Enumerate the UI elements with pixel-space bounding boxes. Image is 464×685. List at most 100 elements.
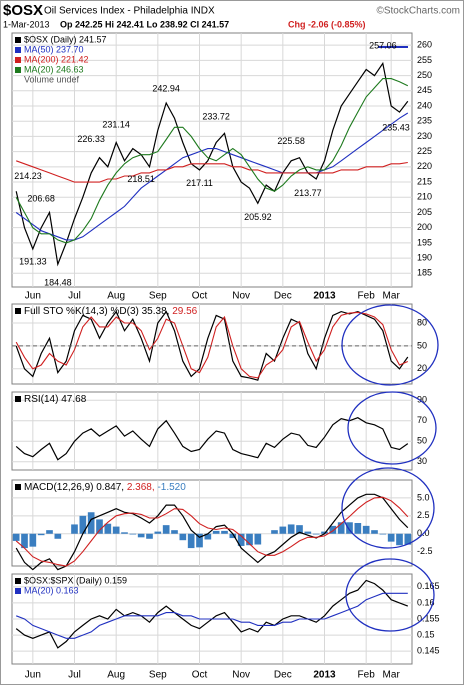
histogram-bar — [154, 531, 162, 534]
histogram-bar — [279, 526, 287, 534]
legend: MACD(12,26,9) 0.847, 2.368, -1.520 — [24, 482, 186, 493]
y-tick-label: 195 — [417, 237, 432, 247]
histogram-bar — [287, 524, 295, 534]
y-tick-label: 205 — [417, 207, 432, 217]
price-annotation: 214.23 — [14, 171, 42, 181]
x-tick-label: Dec — [274, 291, 292, 302]
panel-frame — [11, 32, 413, 288]
histogram-bar — [371, 530, 378, 534]
y-tick-label: 30 — [417, 456, 427, 466]
series-line — [15, 61, 409, 267]
legend-entry: RSI(14) 47.68 — [24, 394, 87, 405]
price-annotation: 217.11 — [186, 178, 213, 188]
y-tick-label: 240 — [417, 100, 432, 110]
legend-swatch — [15, 47, 21, 53]
histogram-bar — [354, 523, 362, 534]
price-annotation: 226.33 — [77, 134, 105, 144]
panel-frame — [11, 391, 413, 471]
histogram-bar — [254, 533, 262, 545]
y-tick-label: 80 — [417, 317, 427, 327]
y-tick-label: 220 — [417, 161, 432, 171]
price-annotation: 213.77 — [294, 188, 322, 198]
y-tick-label: 250 — [417, 70, 432, 80]
series-line — [16, 592, 408, 639]
highlight-ellipse — [341, 467, 435, 549]
y-tick-label: 185 — [417, 268, 432, 278]
legend: Full STO %K(14,3) %D(3) 35.38, 29.56 — [15, 306, 198, 317]
price-annotation: 184.48 — [44, 277, 72, 287]
histogram-bar — [304, 531, 312, 534]
x-tick-label: Mar — [383, 670, 401, 681]
legend-title: Full STO %K(14,3) %D(3) — [24, 306, 139, 317]
legend-entry: MA(50) 237.70 — [24, 44, 84, 54]
histogram-bar — [396, 533, 403, 546]
histogram-bar — [312, 533, 320, 535]
histogram-bar — [46, 530, 53, 534]
legend-note: Volume undef — [24, 74, 80, 84]
legend-entry: -1.520 — [157, 482, 186, 493]
histogram-bar — [346, 522, 353, 534]
y-tick-label: 2.5 — [417, 510, 430, 520]
price-annotation: 233.72 — [202, 111, 230, 121]
highlight-ellipse — [345, 558, 435, 632]
highlight-ellipse — [347, 391, 437, 465]
legend-entry: MA(20) 246.63 — [24, 64, 84, 74]
panel-frame — [11, 303, 413, 385]
x-tick-label: Feb — [358, 291, 376, 302]
legend-swatch — [15, 67, 21, 73]
histogram-bar — [129, 533, 137, 535]
legend: RSI(14) 47.68 — [15, 394, 87, 405]
histogram-bar — [37, 533, 45, 536]
chart-title: Oil Services Index - Philadelphia INDX — [44, 6, 215, 17]
histogram-bar — [71, 524, 78, 534]
credit: ©StockCharts.com — [376, 6, 460, 17]
highlight-ellipse — [341, 304, 439, 386]
x-tick-label: Mar — [383, 291, 401, 302]
histogram-bar — [237, 533, 245, 546]
legend: MACD(12,26,9) 0.847, 2.368, -1.520 — [15, 482, 186, 493]
y-tick-label: 0.165 — [417, 581, 440, 591]
legend-entry: 35.38, — [142, 306, 170, 317]
y-tick-label: 50 — [417, 436, 427, 446]
series-line — [15, 417, 409, 461]
legend: Full STO %K(14,3) %D(3) 35.38, 29.56 — [24, 306, 198, 317]
price-annotation: 206.68 — [27, 194, 55, 204]
legend-entry: $OSX (Daily) 241.57 — [24, 34, 107, 44]
histogram-bar — [246, 533, 253, 546]
x-tick-label: Oct — [192, 670, 208, 681]
legend-entry: 29.56 — [172, 306, 197, 317]
histogram-bar — [196, 533, 203, 548]
histogram-bar — [387, 533, 395, 542]
legend-entry: MA(200) 221.42 — [24, 54, 89, 64]
histogram-bar — [404, 533, 412, 545]
price-annotation: 257.06 — [369, 40, 397, 50]
change: Chg -2.06 (-0.85%) — [288, 19, 366, 29]
legend-swatch — [15, 484, 21, 490]
y-tick-label: 215 — [417, 176, 432, 186]
x-tick-label: Nov — [232, 670, 250, 681]
y-tick-label: 70 — [417, 415, 427, 425]
legend: RSI(14) 47.68 — [24, 394, 87, 405]
y-tick-label: 0.155 — [417, 613, 440, 623]
symbol: $OSX — [3, 2, 43, 19]
histogram-bar — [104, 523, 112, 534]
histogram-bar — [212, 530, 220, 534]
histogram-bar — [362, 525, 370, 534]
x-tick-label: Oct — [192, 291, 208, 302]
series-line — [15, 311, 409, 379]
x-tick-label: Aug — [107, 670, 125, 681]
price-annotation: 191.33 — [19, 256, 47, 266]
y-tick-label: 90 — [417, 395, 427, 405]
y-tick-label: 235 — [417, 116, 432, 126]
y-tick-label: 255 — [417, 55, 432, 65]
histogram-bar — [221, 530, 228, 534]
price-annotation: 225.58 — [277, 136, 305, 146]
y-tick-label: 260 — [417, 40, 432, 50]
histogram-bar — [321, 531, 328, 534]
histogram-bar — [162, 525, 170, 534]
series-line — [15, 78, 409, 244]
y-tick-label: 50 — [417, 340, 427, 350]
y-tick-label: 210 — [417, 192, 432, 202]
